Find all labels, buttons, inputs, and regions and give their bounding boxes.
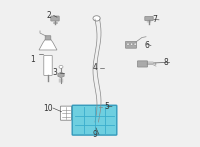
FancyBboxPatch shape xyxy=(72,105,117,135)
Text: 1: 1 xyxy=(31,55,35,64)
FancyBboxPatch shape xyxy=(145,16,153,21)
FancyBboxPatch shape xyxy=(51,16,59,21)
Text: 8: 8 xyxy=(164,58,168,67)
Circle shape xyxy=(59,65,63,68)
Text: 10: 10 xyxy=(43,103,53,113)
Text: 3: 3 xyxy=(53,68,57,77)
Circle shape xyxy=(94,119,99,123)
Text: 4: 4 xyxy=(93,63,97,72)
FancyBboxPatch shape xyxy=(102,105,108,108)
FancyBboxPatch shape xyxy=(60,106,72,120)
Text: 7: 7 xyxy=(153,15,157,24)
Circle shape xyxy=(130,43,133,45)
FancyBboxPatch shape xyxy=(45,36,51,40)
FancyBboxPatch shape xyxy=(137,61,148,67)
Text: 5: 5 xyxy=(105,102,109,111)
Text: 9: 9 xyxy=(93,130,97,139)
Circle shape xyxy=(134,43,137,45)
Polygon shape xyxy=(58,72,64,78)
Polygon shape xyxy=(39,40,57,50)
FancyBboxPatch shape xyxy=(125,41,137,48)
Circle shape xyxy=(108,117,110,118)
Text: 2: 2 xyxy=(47,11,51,20)
FancyBboxPatch shape xyxy=(44,55,52,75)
Circle shape xyxy=(127,43,129,45)
Circle shape xyxy=(106,116,112,120)
Text: 6: 6 xyxy=(145,41,149,50)
Circle shape xyxy=(93,16,100,21)
